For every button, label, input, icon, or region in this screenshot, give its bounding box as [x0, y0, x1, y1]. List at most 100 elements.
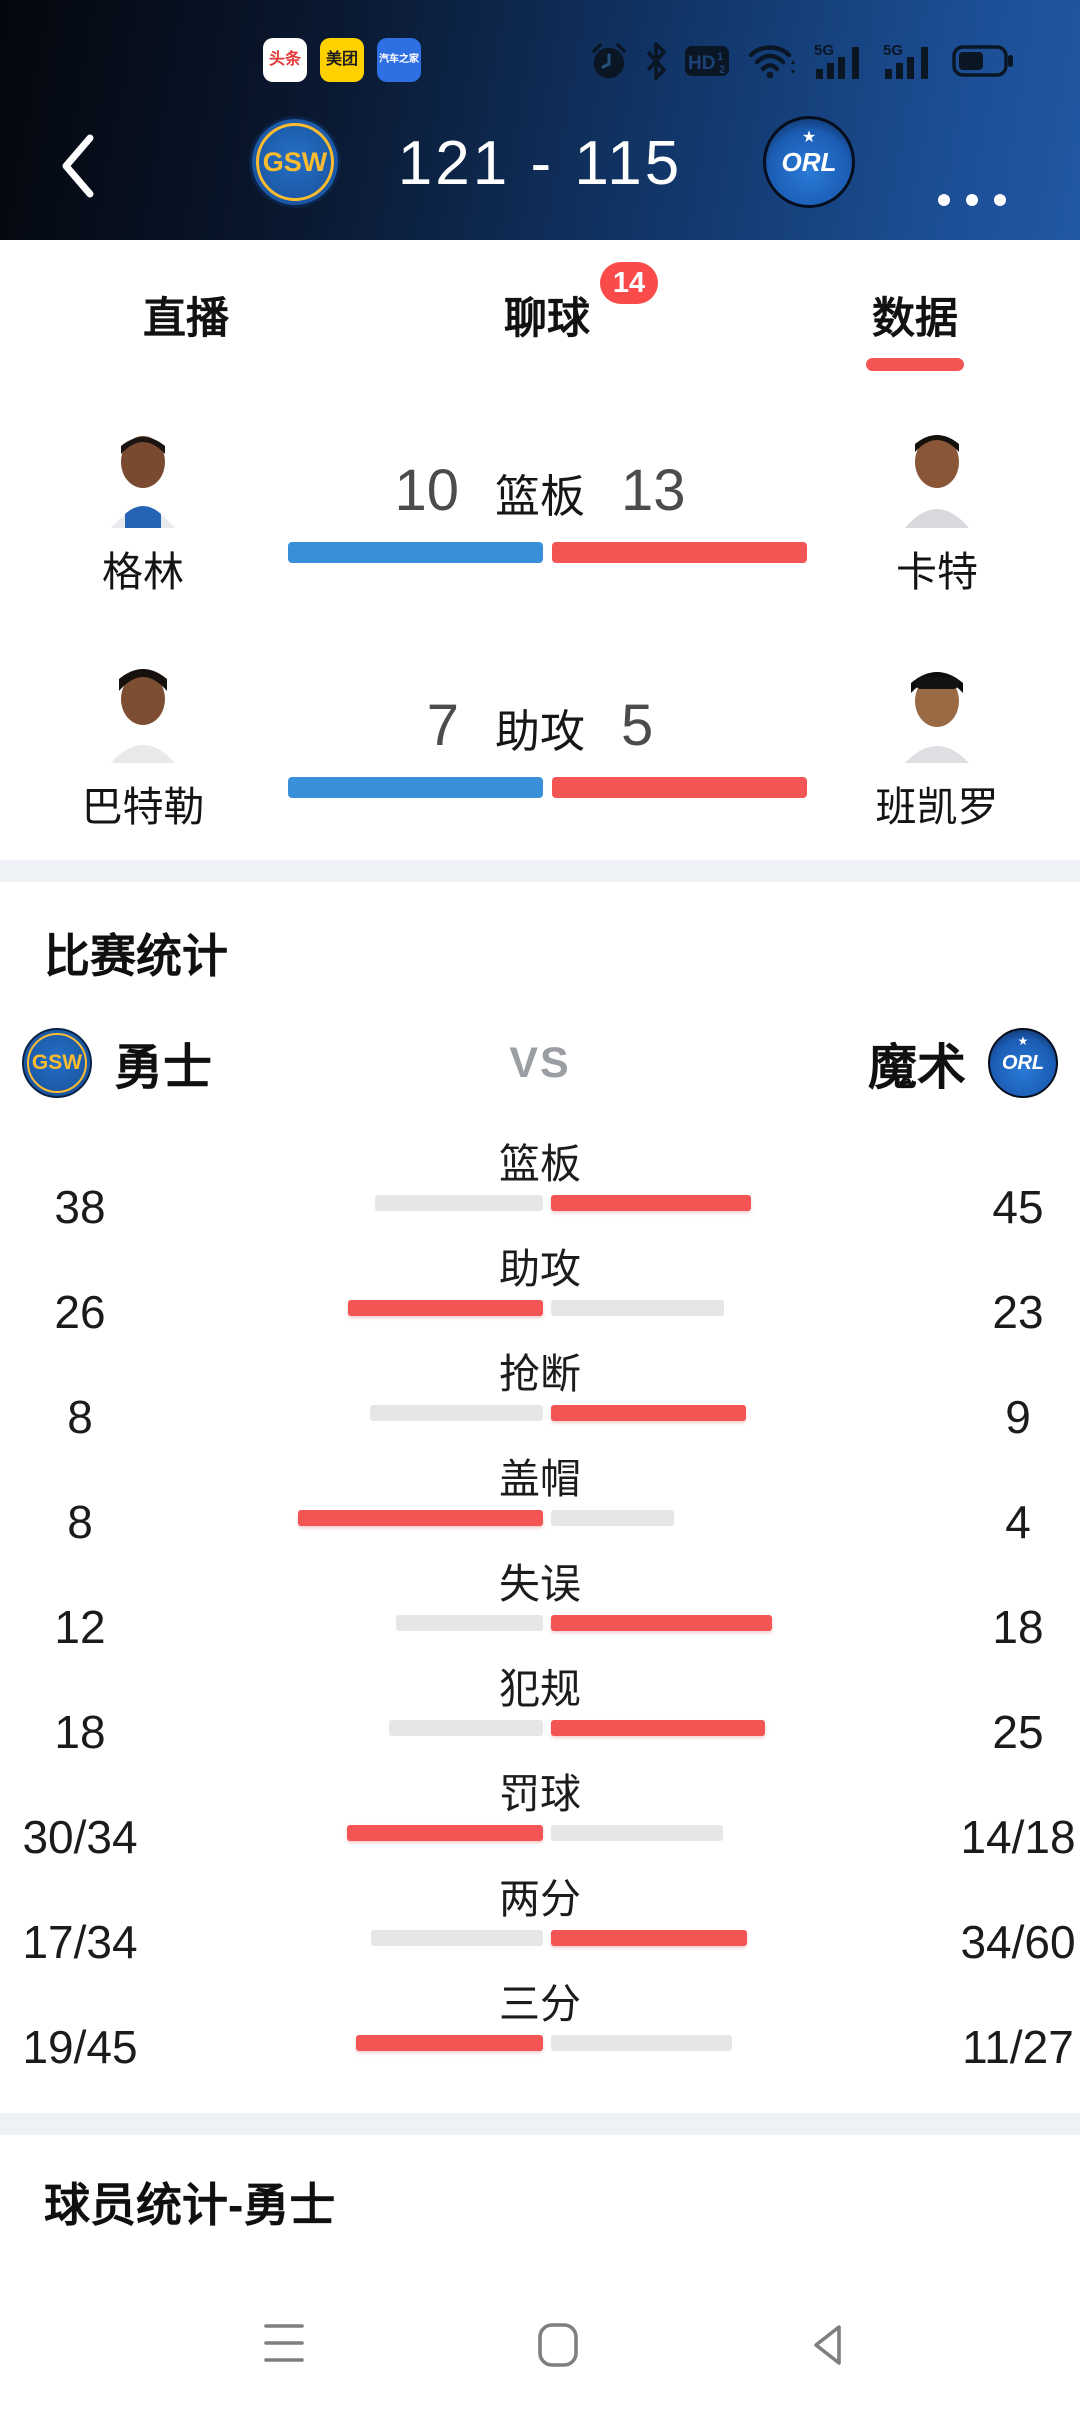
home-stat-value: 8	[67, 1391, 93, 1443]
duel-bar-home	[288, 542, 543, 563]
away-stat-value: 34/60	[960, 1916, 1076, 1968]
home-stat-bar	[347, 1825, 543, 1841]
home-icon[interactable]	[536, 2322, 580, 2373]
back-icon[interactable]	[806, 2322, 850, 2373]
vs-label: VS	[509, 1038, 571, 1087]
tab-live[interactable]: 直播	[143, 295, 229, 343]
home-stat-bar	[371, 1930, 543, 1946]
away-stat-bar	[551, 1300, 724, 1316]
wifi-icon	[747, 42, 797, 80]
duel-bar-away	[552, 777, 807, 798]
player-name-right: 卡特	[896, 549, 978, 595]
team-stats-title: 比赛统计	[44, 930, 228, 982]
svg-text:5G: 5G	[883, 42, 903, 59]
team-stat-row: 两分 17/34 34/60	[0, 1857, 1080, 1968]
away-team: 魔术 ★ ORL	[868, 1028, 1058, 1099]
away-stat-bar	[551, 1720, 765, 1736]
signal-5g-icon: 5G	[883, 41, 935, 81]
home-stat-value: 17/34	[22, 1916, 138, 1968]
tab-chat[interactable]: 聊球	[504, 295, 590, 343]
stat-label: 两分	[499, 1876, 581, 1922]
system-status-icons: HD 1 2	[590, 40, 1014, 82]
team-stat-rows: 篮板 38 45 助攻 26 23 抢断 8 9 盖帽 8 4	[0, 1122, 1080, 2073]
home-team: GSW 勇士	[22, 1028, 212, 1099]
home-stat-bar	[375, 1195, 543, 1211]
back-button[interactable]	[56, 132, 100, 200]
duel-bar-home	[288, 777, 543, 798]
header-area: 头条 美团 汽车之家	[0, 0, 1080, 240]
autohome-app-icon: 汽车之家	[377, 38, 421, 82]
svg-text:1: 1	[717, 51, 723, 63]
player-photo-left[interactable]	[101, 428, 185, 528]
player-photo-right[interactable]	[895, 663, 979, 763]
team-stat-row: 盖帽 8 4	[0, 1437, 1080, 1548]
home-team-name: 勇士	[114, 1040, 213, 1095]
home-stat-bar	[348, 1300, 543, 1316]
team-stat-row: 助攻 26 23	[0, 1227, 1080, 1338]
home-stat-value: 12	[54, 1601, 106, 1653]
svg-text:2: 2	[719, 64, 725, 76]
menu-icon[interactable]	[263, 2322, 305, 2371]
player-photo-right[interactable]	[895, 428, 979, 528]
team-stat-row: 失误 12 18	[0, 1542, 1080, 1653]
toutiao-app-icon: 头条	[263, 38, 307, 82]
notification-app-icons: 头条 美团 汽车之家	[263, 38, 421, 82]
star-icon: ★	[1017, 1034, 1029, 1048]
duel-bar	[288, 777, 807, 798]
home-team-logo-small: GSW	[22, 1028, 92, 1098]
home-stat-bar	[389, 1720, 543, 1736]
duel-values: 7 助攻 5	[0, 691, 1080, 760]
away-stat-bar	[551, 2035, 732, 2051]
hd-volte-icon: HD 1 2	[684, 45, 730, 77]
duel-row-assists: 巴特勒 7 助攻 5 班凯罗	[0, 625, 1080, 860]
stat-label: 盖帽	[499, 1456, 581, 1502]
bluetooth-icon	[645, 41, 667, 81]
duel-right-value: 5	[621, 693, 654, 758]
away-stat-bar	[551, 1825, 723, 1841]
team-stat-row: 犯规 18 25	[0, 1647, 1080, 1758]
home-stat-value: 19/45	[22, 2021, 138, 2073]
stat-label: 助攻	[499, 1246, 581, 1292]
more-options-button[interactable]	[938, 194, 1038, 206]
stat-label: 三分	[499, 1981, 581, 2027]
battery-icon	[952, 45, 1014, 77]
team-stat-row: 抢断 8 9	[0, 1332, 1080, 1443]
away-team-abbr: ORL	[781, 146, 837, 177]
away-stat-bar	[551, 1615, 772, 1631]
player-name-right: 班凯罗	[875, 784, 999, 830]
stat-label: 失误	[499, 1561, 581, 1607]
player-stats-title: 球员统计-勇士	[44, 2179, 336, 2231]
player-photo-left[interactable]	[101, 663, 185, 763]
status-bar: 头条 美团 汽车之家	[0, 0, 1080, 92]
away-team-logo[interactable]: ★ ORL	[763, 116, 855, 208]
android-nav-bar	[0, 2322, 1080, 2382]
home-stat-value: 26	[54, 1286, 106, 1338]
section-divider	[0, 2113, 1080, 2135]
away-stat-value: 45	[992, 1181, 1044, 1233]
home-team-logo[interactable]: GSW	[249, 116, 341, 208]
alarm-icon	[590, 41, 628, 81]
away-stat-value: 18	[992, 1601, 1044, 1653]
home-team-abbr: GSW	[262, 146, 328, 177]
stat-label: 抢断	[499, 1351, 581, 1397]
home-stat-value: 30/34	[22, 1811, 138, 1863]
away-stat-bar	[551, 1195, 751, 1211]
tab-data[interactable]: 数据	[872, 295, 958, 343]
home-stat-value: 38	[54, 1181, 106, 1233]
match-score: 121 - 115	[397, 129, 683, 198]
meituan-app-icon: 美团	[320, 38, 364, 82]
player-duel-section: 格林 10 篮板 13 卡特	[0, 390, 1080, 860]
active-tab-indicator	[866, 358, 964, 371]
home-stat-bar	[396, 1615, 543, 1631]
away-stat-bar	[551, 1405, 746, 1421]
away-team-name: 魔术	[867, 1040, 966, 1095]
duel-bar-away	[552, 542, 807, 563]
team-stat-row: 罚球 30/34 14/18	[0, 1752, 1080, 1863]
away-stat-bar	[551, 1510, 674, 1526]
match-header: GSW 121 - 115 ★ ORL	[0, 92, 1080, 240]
svg-text:5G: 5G	[814, 42, 834, 59]
away-stat-value: 14/18	[960, 1811, 1076, 1863]
stat-label: 罚球	[499, 1771, 581, 1817]
duel-left-value: 7	[426, 693, 459, 758]
chat-unread-badge: 14	[600, 262, 658, 304]
